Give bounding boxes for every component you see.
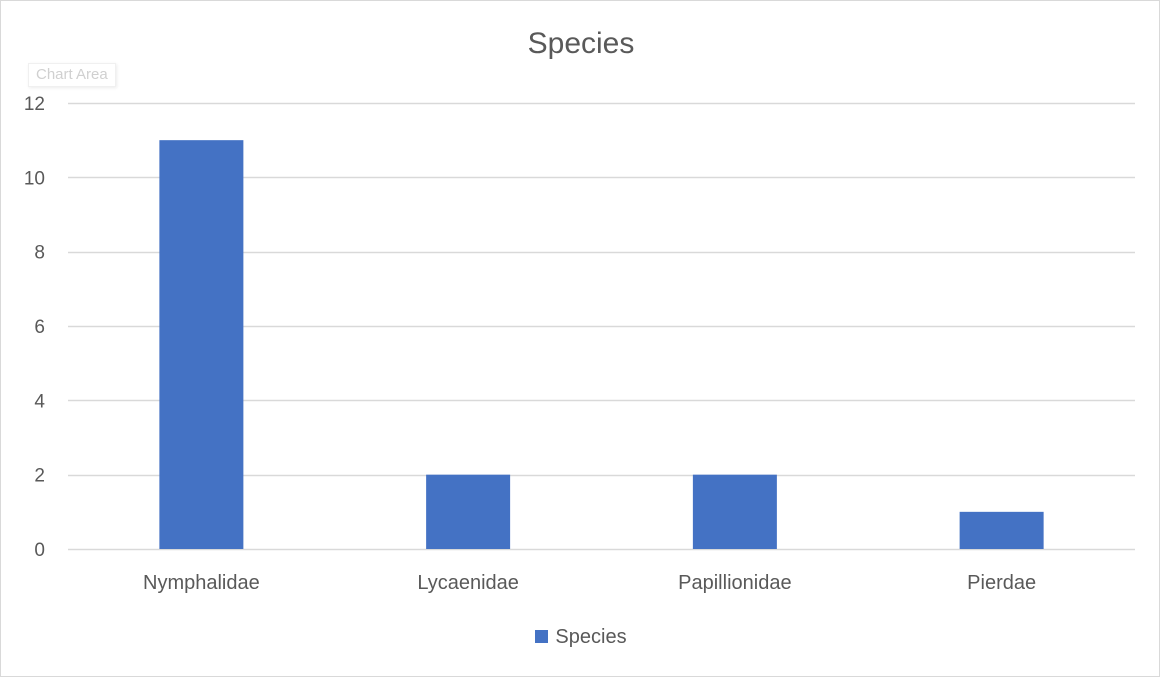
bar-nymphalidae[interactable] — [159, 140, 244, 549]
y-tick-label-8: 8 — [34, 243, 45, 264]
y-tick-label-6: 6 — [34, 317, 45, 338]
y-tick-label-0: 0 — [34, 540, 45, 561]
y-tick-label-4: 4 — [34, 391, 45, 412]
y-tick-label-2: 2 — [34, 466, 45, 487]
x-category-label-pierdae: Pierdae — [967, 572, 1036, 594]
legend-label: Species — [555, 626, 627, 648]
bar-papillionidae[interactable] — [692, 474, 777, 549]
chart-title[interactable]: Species — [527, 27, 635, 60]
legend-swatch — [535, 630, 549, 643]
y-tick-label-10: 10 — [24, 168, 45, 189]
chart-area-tooltip: Chart Area — [28, 63, 116, 87]
bar-pierdae[interactable] — [959, 511, 1044, 549]
y-axis-tick-labels: 0 2 4 6 8 10 12 — [24, 94, 46, 561]
x-category-label-lycaenidae: Lycaenidae — [417, 572, 519, 594]
x-category-label-nymphalidae: Nymphalidae — [143, 572, 260, 594]
x-axis-category-labels: Nymphalidae Lycaenidae Papillionidae Pierda… — [143, 572, 1036, 594]
gridlines — [68, 102, 1135, 551]
bars — [159, 140, 1044, 549]
bar-lycaenidae[interactable] — [426, 474, 511, 549]
x-category-label-papillionidae: Papillionidae — [678, 572, 791, 594]
y-tick-label-12: 12 — [24, 94, 45, 115]
legend[interactable]: Species — [1, 626, 1160, 649]
